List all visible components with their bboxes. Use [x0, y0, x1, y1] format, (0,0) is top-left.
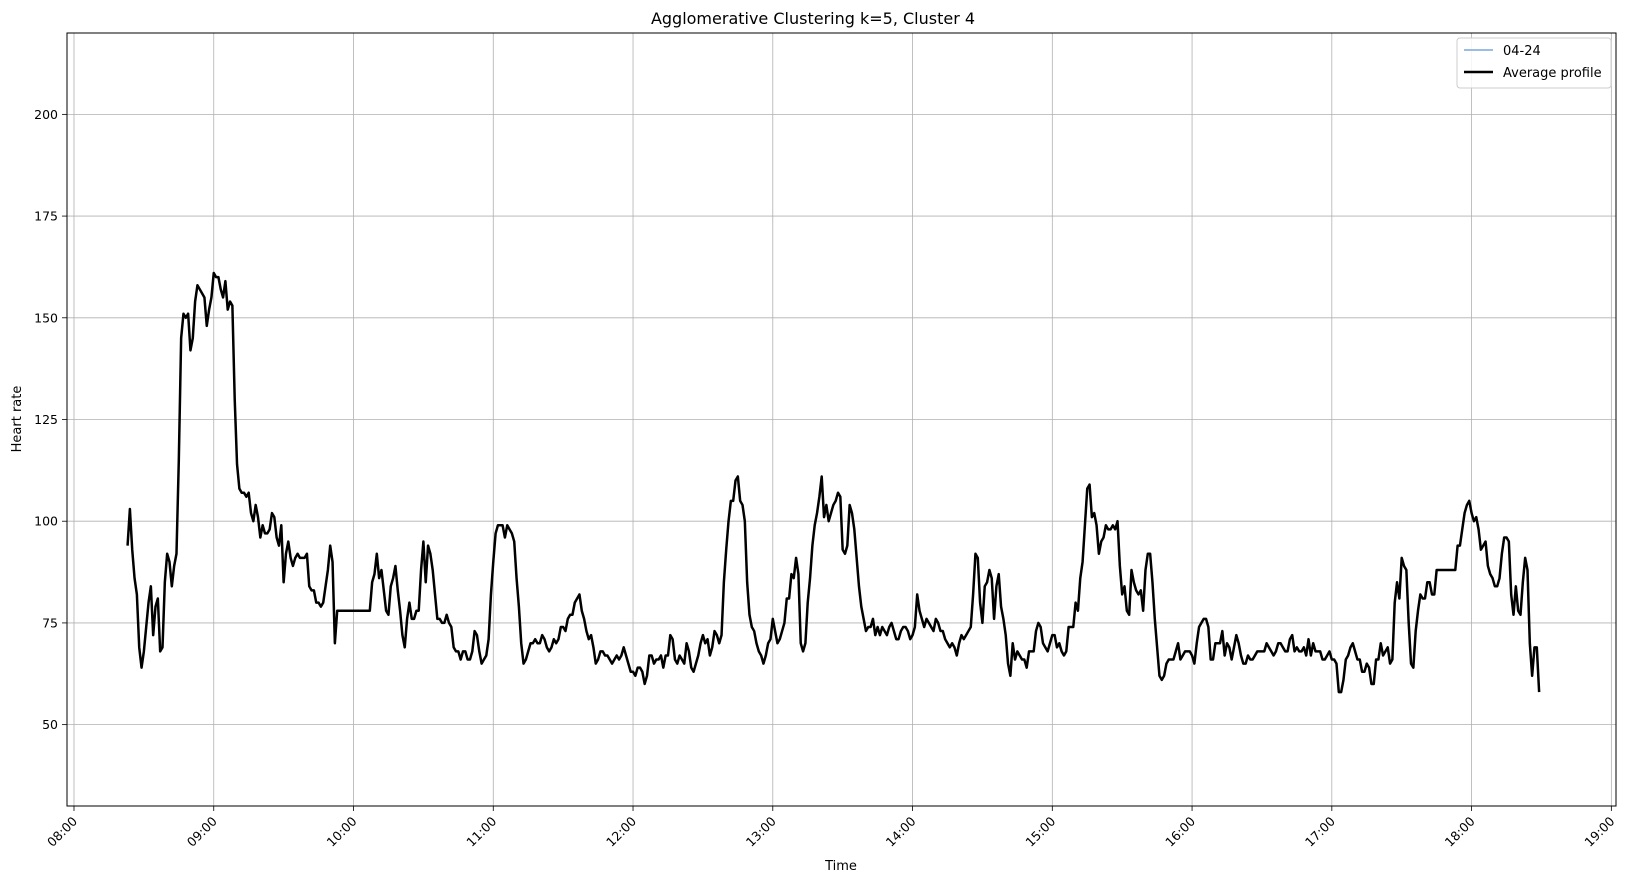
- y-tick-label-50: 50: [42, 717, 58, 732]
- chart-title: Agglomerative Clustering k=5, Cluster 4: [651, 9, 975, 28]
- y-axis: 50 75 100 125 150 175 200: [34, 107, 67, 732]
- y-tick-label-200: 200: [34, 107, 58, 122]
- y-tick-label-100: 100: [34, 514, 58, 529]
- y-axis-label: Heart rate: [10, 386, 25, 453]
- y-tick-label-125: 125: [34, 412, 58, 427]
- legend: 04-24 Average profile: [1456, 37, 1612, 89]
- y-tick-label-175: 175: [34, 209, 58, 224]
- legend-label-average-profile: Average profile: [1503, 66, 1602, 81]
- series-layer: [126, 271, 1541, 694]
- legend-label-0424: 04-24: [1503, 44, 1541, 59]
- series-line-average-profile: [126, 271, 1541, 694]
- y-tick-label-75: 75: [42, 615, 58, 630]
- legend-box: [1456, 37, 1612, 89]
- y-tick-label-150: 150: [34, 310, 58, 325]
- grid: [67, 33, 1616, 806]
- x-axis-label: Time: [824, 859, 857, 874]
